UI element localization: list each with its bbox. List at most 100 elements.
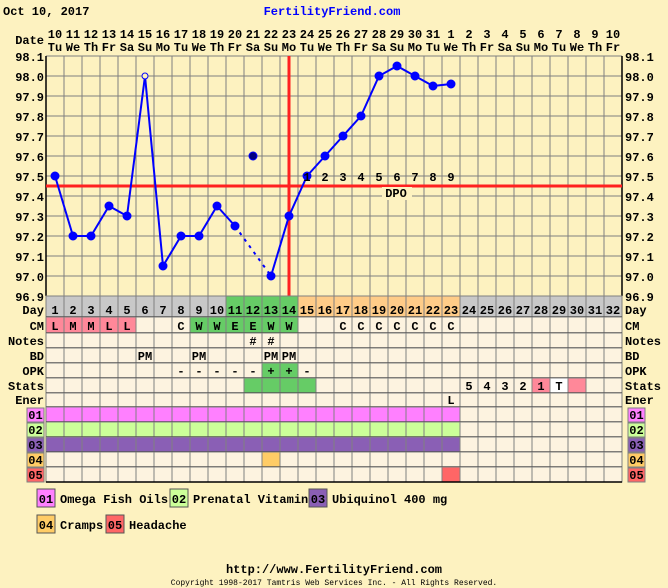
table-cell-notes: [603, 332, 623, 349]
table-cell-bd: [495, 347, 515, 364]
temp-point: [428, 81, 438, 91]
med-cell: [99, 406, 119, 423]
temp-point: [141, 72, 149, 80]
cell-text-day: 14: [282, 304, 296, 318]
y-tick-left: 97.1: [15, 251, 44, 265]
legend-code: 03: [311, 493, 325, 507]
med-cell: [45, 406, 65, 423]
legend-code: 04: [39, 519, 53, 533]
med-cell: [117, 421, 137, 438]
table-cell-notes: [81, 332, 101, 349]
dpo-number: 1: [303, 171, 310, 185]
temp-line-segment: [54, 175, 74, 237]
med-cell: [369, 451, 389, 468]
date-tick: 30: [408, 28, 422, 42]
table-cell-opk: [99, 362, 119, 379]
table-cell-cm: [477, 316, 497, 334]
date-tick: 22: [264, 28, 278, 42]
med-cell: [189, 466, 209, 483]
med-cell: [531, 436, 551, 453]
table-cell-notes: [333, 332, 353, 349]
y-tick-left: 98.0: [15, 71, 44, 85]
med-cell: [405, 421, 425, 438]
med-cell: [171, 451, 191, 468]
table-cell-bd: [315, 347, 335, 364]
med-cell: [387, 406, 407, 423]
med-cell: [207, 451, 227, 468]
med-cell: [531, 451, 551, 468]
med-cell: [279, 436, 299, 453]
med-cell: [243, 451, 263, 468]
y-tick-left: 97.8: [15, 111, 44, 125]
table-cell-bd: [369, 347, 389, 364]
site-link[interactable]: FertilityFriend.com: [264, 5, 401, 19]
table-cell-cm: [513, 316, 533, 334]
cell-text-day: 2: [69, 304, 76, 318]
y-tick-left: 97.3: [15, 211, 44, 225]
cell-text-stats: T: [555, 380, 562, 394]
table-cell-opk: [45, 362, 65, 379]
table-cell-bd: [549, 347, 569, 364]
med-cell: [45, 466, 65, 483]
footer-url[interactable]: http://www.FertilityFriend.com: [226, 563, 442, 577]
y-tick-right: 97.0: [625, 271, 654, 285]
weekday-tick: Sa: [120, 41, 134, 55]
weekday-tick: Su: [516, 41, 530, 55]
table-cell-stats: [135, 377, 155, 394]
table-cell-ener: [153, 392, 173, 408]
cell-text-day: 17: [336, 304, 350, 318]
med-cell: [153, 436, 173, 453]
temp-point: [248, 151, 258, 161]
date-tick: 20: [228, 28, 242, 42]
med-cell: [495, 436, 515, 453]
med-cell: [207, 436, 227, 453]
med-cell: [441, 436, 461, 453]
table-cell-opk: [333, 362, 353, 379]
cell-text-day: 5: [123, 304, 130, 318]
cell-text-opk: -: [249, 365, 256, 379]
med-cell: [171, 406, 191, 423]
cell-text-cm: C: [429, 320, 436, 334]
cell-text-stats: 1: [537, 380, 544, 394]
table-cell-opk: [81, 362, 101, 379]
cell-text-opk: +: [285, 365, 292, 379]
cell-text-day: 4: [105, 304, 112, 318]
table-cell-stats: [207, 377, 227, 394]
table-cell-stats: [585, 377, 605, 394]
legend-code: 01: [39, 493, 53, 507]
y-tick-right: 96.9: [625, 291, 654, 305]
med-code-left: 02: [28, 424, 42, 438]
med-cell: [63, 436, 83, 453]
med-cell: [135, 421, 155, 438]
cell-text-cm: C: [357, 320, 364, 334]
cell-text-notes: #: [249, 335, 256, 349]
med-cell: [495, 466, 515, 483]
med-cell: [495, 451, 515, 468]
date-tick: 7: [555, 28, 562, 42]
legend-swatch: [36, 514, 56, 534]
cell-text-cm: M: [87, 320, 94, 334]
table-cell-notes: [99, 332, 119, 349]
cell-text-day: 7: [159, 304, 166, 318]
med-cell: [297, 406, 317, 423]
cell-text-day: 27: [516, 304, 530, 318]
med-cell: [549, 466, 569, 483]
med-cell: [315, 451, 335, 468]
table-cell-ener: [63, 392, 83, 408]
med-cell: [297, 466, 317, 483]
table-cell-notes: [585, 332, 605, 349]
med-cell: [441, 466, 461, 483]
cell-text-opk: +: [267, 365, 274, 379]
med-cell: [243, 466, 263, 483]
table-cell-notes: [117, 332, 137, 349]
temp-point: [356, 111, 366, 121]
med-cell: [225, 436, 245, 453]
table-cell-bd: [171, 347, 191, 364]
table-cell-cm: [549, 316, 569, 334]
med-cell: [261, 451, 281, 468]
row-label-opk: OPK: [22, 365, 44, 379]
table-cell-notes: [189, 332, 209, 349]
med-cell: [333, 436, 353, 453]
med-cell: [369, 406, 389, 423]
table-cell-notes: [297, 332, 317, 349]
